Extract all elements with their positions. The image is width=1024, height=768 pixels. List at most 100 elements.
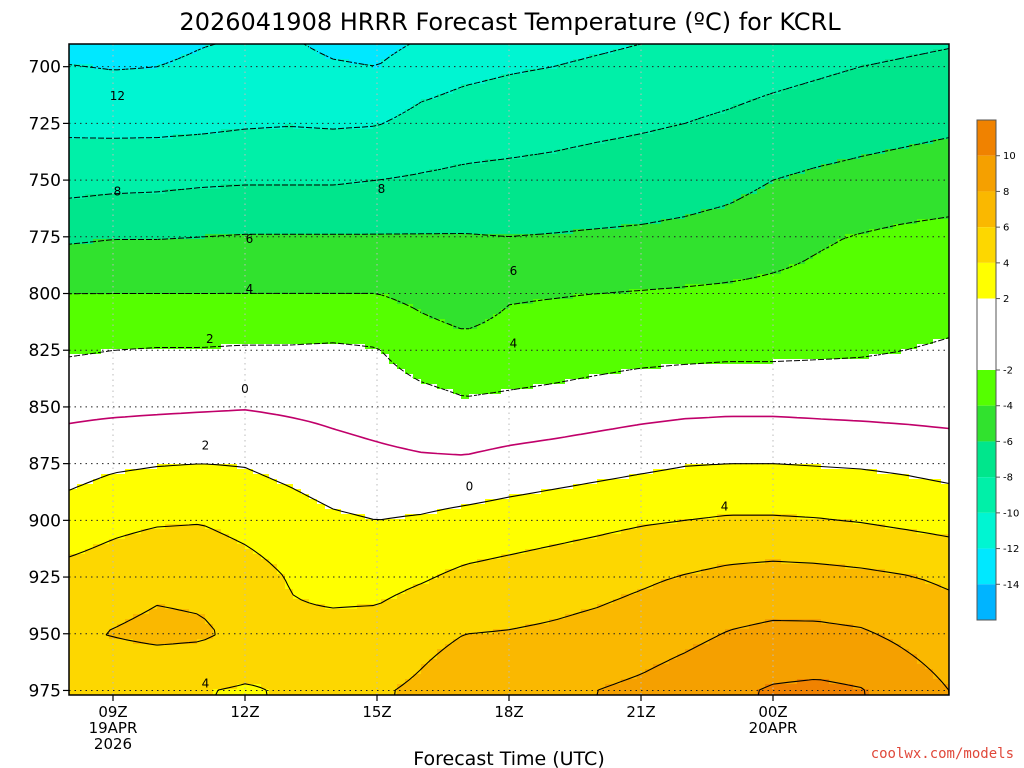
temperature-cell <box>149 524 158 530</box>
temperature-cell <box>261 424 270 430</box>
temperature-cell <box>205 379 214 385</box>
temperature-cell <box>173 279 182 285</box>
temperature-cell <box>349 154 358 160</box>
temperature-cell <box>109 484 118 490</box>
temperature-cell <box>133 74 142 80</box>
temperature-cell <box>277 559 286 565</box>
temperature-cell <box>93 649 102 655</box>
temperature-cell <box>221 464 230 470</box>
temperature-cell <box>173 374 182 380</box>
temperature-cell <box>341 559 350 565</box>
temperature-cell <box>293 474 302 480</box>
temperature-cell <box>173 144 182 150</box>
temperature-cell <box>213 129 222 135</box>
temperature-cell <box>101 279 110 285</box>
temperature-cell <box>349 294 358 300</box>
temperature-cell <box>125 604 134 610</box>
temperature-cell <box>333 164 342 170</box>
temperature-cell <box>93 214 102 220</box>
temperature-cell <box>165 579 174 585</box>
temperature-cell <box>261 639 270 645</box>
temperature-cell <box>157 514 166 520</box>
temperature-cell <box>301 494 310 500</box>
temperature-cell <box>285 344 294 350</box>
temperature-cell <box>293 309 302 315</box>
temperature-cell <box>165 139 174 145</box>
temperature-cell <box>181 334 190 340</box>
temperature-cell <box>125 144 134 150</box>
temperature-cell <box>261 359 270 365</box>
temperature-cell <box>149 124 158 130</box>
temperature-cell <box>301 449 310 455</box>
temperature-cell <box>101 609 110 615</box>
temperature-cell <box>205 144 214 150</box>
temperature-cell <box>277 504 286 510</box>
temperature-cell <box>357 389 366 395</box>
temperature-cell <box>165 424 174 430</box>
temperature-cell <box>365 624 374 630</box>
temperature-cell <box>357 54 366 60</box>
temperature-cell <box>357 284 366 290</box>
temperature-cell <box>245 564 254 570</box>
temperature-cell <box>245 269 254 275</box>
temperature-cell <box>277 119 286 125</box>
temperature-cell <box>277 684 286 690</box>
temperature-cell <box>165 54 174 60</box>
temperature-cell <box>229 654 238 660</box>
temperature-cell <box>157 59 166 65</box>
temperature-cell <box>269 159 278 165</box>
temperature-cell <box>77 454 86 460</box>
temperature-cell <box>165 409 174 415</box>
temperature-cell <box>101 209 110 215</box>
temperature-cell <box>277 639 286 645</box>
temperature-cell <box>173 539 182 545</box>
temperature-cell <box>357 654 366 660</box>
temperature-cell <box>229 294 238 300</box>
temperature-cell <box>125 424 134 430</box>
temperature-cell <box>165 444 174 450</box>
temperature-cell <box>229 119 238 125</box>
temperature-cell <box>85 214 94 220</box>
temperature-cell <box>93 639 102 645</box>
temperature-cell <box>221 489 230 495</box>
temperature-cell <box>221 184 230 190</box>
temperature-cell <box>253 269 262 275</box>
temperature-cell <box>157 424 166 430</box>
temperature-cell <box>181 464 190 470</box>
temperature-cell <box>325 84 334 90</box>
temperature-cell <box>237 204 246 210</box>
temperature-cell <box>221 564 230 570</box>
temperature-cell <box>349 59 358 65</box>
temperature-cell <box>189 584 198 590</box>
temperature-cell <box>189 464 198 470</box>
temperature-cell <box>349 279 358 285</box>
temperature-cell <box>341 289 350 295</box>
temperature-cell <box>205 99 214 105</box>
temperature-cell <box>125 114 134 120</box>
temperature-cell <box>285 474 294 480</box>
temperature-cell <box>293 89 302 95</box>
temperature-cell <box>181 239 190 245</box>
temperature-cell <box>157 684 166 690</box>
temperature-cell <box>197 604 206 610</box>
temperature-cell <box>109 409 118 415</box>
temperature-cell <box>69 539 78 545</box>
temperature-cell <box>229 314 238 320</box>
temperature-cell <box>269 89 278 95</box>
temperature-cell <box>85 179 94 185</box>
temperature-cell <box>285 384 294 390</box>
temperature-cell <box>197 659 206 665</box>
temperature-cell <box>157 359 166 365</box>
temperature-cell <box>125 364 134 370</box>
temperature-cell <box>77 174 86 180</box>
temperature-cell <box>165 549 174 555</box>
temperature-cell <box>325 624 334 630</box>
temperature-cell <box>165 114 174 120</box>
temperature-cell <box>229 589 238 595</box>
temperature-cell <box>269 429 278 435</box>
temperature-cell <box>101 54 110 60</box>
temperature-cell <box>197 214 206 220</box>
temperature-cell <box>253 394 262 400</box>
temperature-cell <box>109 539 118 545</box>
temperature-cell <box>277 234 286 240</box>
